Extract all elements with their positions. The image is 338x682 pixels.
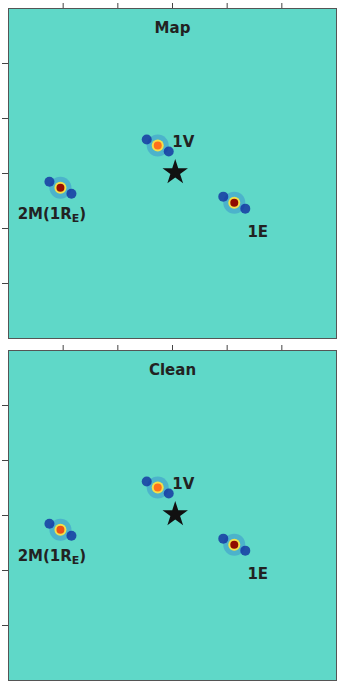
svg-text:Map: Map [155,19,191,37]
svg-text:2M(1RE): 2M(1RE) [18,547,87,568]
svg-text:1E: 1E [247,565,268,583]
svg-text:2M(1RE): 2M(1RE) [18,205,87,226]
svg-text:Clean: Clean [149,361,196,379]
svg-text:1V: 1V [172,132,194,150]
svg-text:1E: 1E [247,223,268,241]
svg-text:1V: 1V [172,474,194,492]
